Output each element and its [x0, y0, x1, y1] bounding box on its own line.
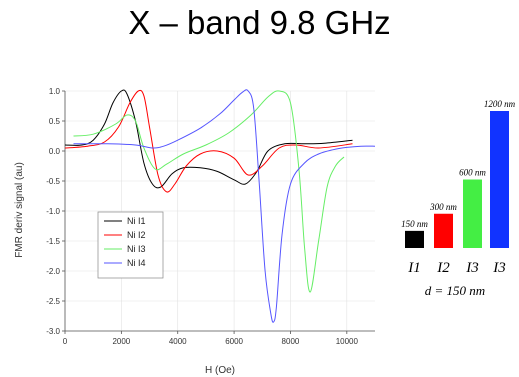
bar-data-label: 600 nm: [459, 168, 486, 178]
x-tick-label: 6000: [225, 337, 243, 346]
y-axis-label: FMR deriv signal (au): [14, 162, 25, 258]
y-tick-label: -2.0: [46, 267, 60, 276]
bar-category-label: I3: [492, 260, 506, 276]
bar-2: [434, 213, 453, 248]
legend-label: Ni I4: [127, 258, 146, 268]
bar-1: [405, 230, 424, 248]
x-tick-label: 4000: [169, 337, 187, 346]
chart-axes: 1.0 0.5 0.0 -0.5 -1.0 -1.5 -2.0 -2.5 -3.00 2000 40…: [46, 87, 375, 346]
bar-category-label: I2: [436, 260, 450, 276]
y-tick-label: -2.5: [46, 297, 60, 306]
y-tick-label: 1.0: [49, 87, 61, 96]
x-tick-label: 8000: [282, 337, 300, 346]
legend-label: Ni I2: [127, 230, 146, 240]
y-tick-label: -0.5: [46, 177, 60, 186]
x-tick-label: 2000: [112, 337, 130, 346]
y-tick-label: -1.0: [46, 207, 60, 216]
y-tick-label: 0.0: [49, 147, 61, 156]
series-line-ni-i2: [64, 89, 353, 193]
y-tick-label: -3.0: [46, 327, 60, 336]
thickness-annotation: d = 150 nm: [425, 283, 485, 298]
series-line-ni-i4: [73, 89, 376, 323]
series-line-ni-i3: [73, 90, 345, 293]
legend-label: Ni I1: [127, 216, 146, 226]
chart-legend: Ni I1 Ni I2 Ni I3 Ni I4: [97, 211, 164, 279]
series-line-ni-i1: [64, 89, 353, 189]
bar-category-label: I3: [465, 260, 479, 276]
chart-series: [64, 89, 376, 323]
bar-data-label: 1200 nm: [484, 99, 516, 109]
legend-box: [97, 211, 164, 279]
y-tick-label: 0.5: [49, 117, 61, 126]
bar-4: [490, 111, 509, 248]
x-axis-label: H (Oe): [205, 365, 235, 376]
x-tick-label: 10000: [336, 337, 359, 346]
bar-data-label: 300 nm: [429, 202, 457, 212]
bar-data-label: 150 nm: [401, 219, 428, 229]
bar-category-label: I1: [407, 260, 421, 276]
legend-label: Ni I3: [127, 244, 146, 254]
slide-title: X – band 9.8 GHz: [128, 4, 391, 41]
y-tick-label: -1.5: [46, 237, 60, 246]
x-tick-label: 0: [63, 337, 68, 346]
bar-3: [463, 179, 482, 248]
